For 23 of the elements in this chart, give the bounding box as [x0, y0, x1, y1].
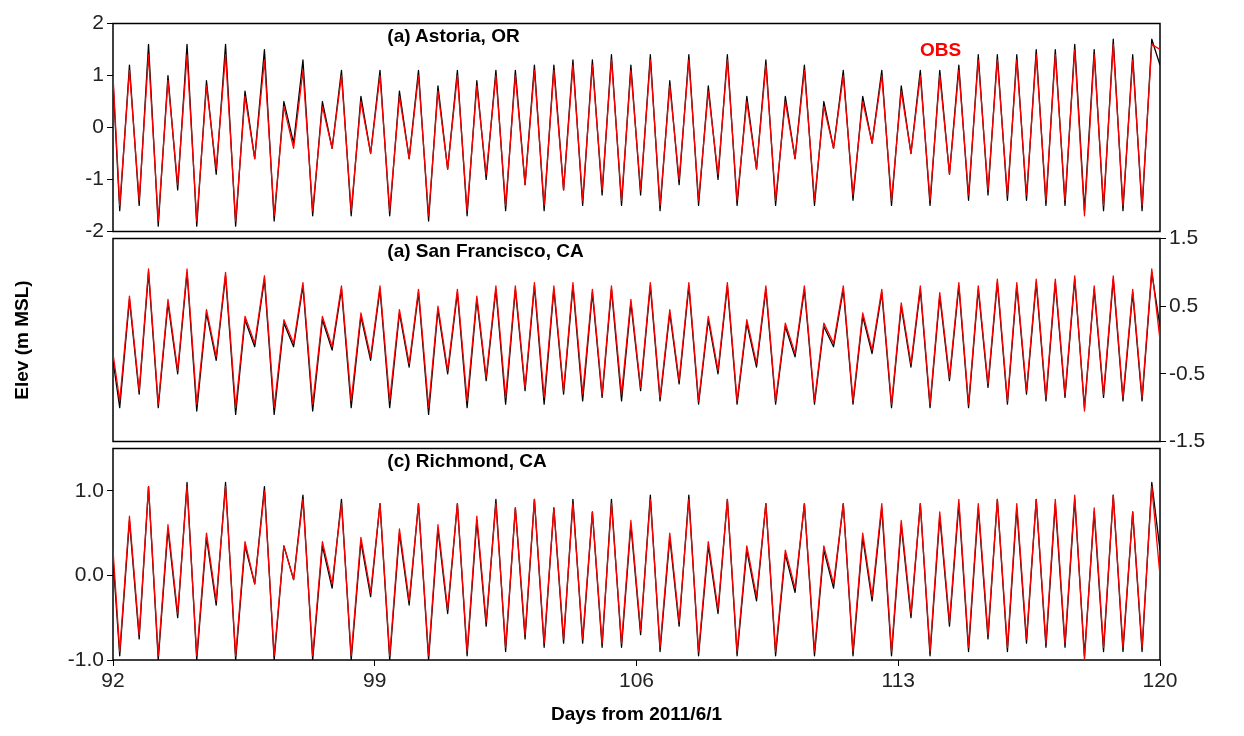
- chart-title: (a) San Francisco, CA: [387, 240, 584, 262]
- y-tick-label: -1.5: [1169, 428, 1206, 452]
- y-tick-label: 0: [92, 114, 104, 138]
- y-tick-label: 2: [92, 10, 104, 34]
- y-tick-label: -1: [85, 166, 104, 190]
- y-tick-label: 1: [92, 62, 104, 86]
- y-tick-label: 0.5: [1169, 293, 1199, 316]
- y-tick-label: 1.5: [1169, 225, 1199, 249]
- y-tick-label: -2: [85, 218, 104, 242]
- x-tick-label: 106: [618, 668, 655, 692]
- x-tick-label: 92: [101, 668, 125, 692]
- x-tick-label: 113: [881, 668, 915, 692]
- y-tick-label: 1.0: [74, 477, 104, 501]
- y-axis-title: Elev (m MSL): [11, 280, 33, 400]
- chart-title: (c) Richmond, CA: [387, 450, 547, 472]
- x-axis-title: Days from 2011/6/1: [550, 702, 723, 724]
- y-tick-label: -0.5: [1169, 360, 1206, 384]
- y-tick-label: 0.0: [74, 562, 104, 586]
- x-tick-label: 120: [1142, 668, 1178, 692]
- x-tick-label: 99: [363, 668, 387, 692]
- chart-title: (a) Astoria, OR: [387, 25, 520, 47]
- series-label: OBS: [919, 39, 962, 61]
- y-tick-label: -1.0: [67, 646, 104, 670]
